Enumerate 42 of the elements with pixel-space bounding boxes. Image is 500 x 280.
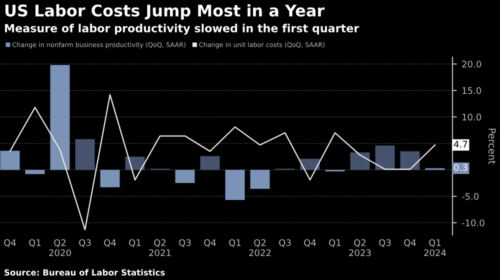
bar (225, 170, 245, 200)
line-series (9, 94, 436, 230)
y-tick-label: -10.0 (462, 219, 484, 226)
annotation: 4.7 (454, 140, 468, 148)
y-tick-label: 20.0 (462, 60, 482, 68)
x-tick-label: Q2 2022 (249, 239, 271, 256)
y-tick-label: -5.0 (462, 193, 479, 200)
chart-subtitle: Measure of labor productivity slowed in the first quarter (5, 24, 360, 35)
x-tick-label: Q4 (404, 239, 416, 248)
y-tick-label: 10.0 (462, 114, 482, 120)
chart-title: US Labor Costs Jump Most in a Year (5, 4, 325, 20)
bar (75, 139, 95, 170)
x-tick-label: Q1 (129, 239, 141, 248)
bar (400, 151, 420, 170)
x-tick-label: Q4 (204, 239, 216, 248)
x-tick-label: Q4 (304, 239, 316, 248)
x-tick-label: Q2 2021 (149, 239, 171, 256)
x-tick-label: Q3 (279, 239, 291, 248)
bar (50, 65, 70, 170)
bar (100, 170, 120, 188)
x-tick-label: Q4 (104, 239, 116, 248)
source-note: Source: Bureau of Labor Statistics (4, 269, 165, 276)
bar (0, 150, 20, 170)
bar (350, 152, 370, 170)
x-tick-label: Q2 2020 (49, 239, 71, 256)
x-tick-label: Q3 (79, 239, 91, 248)
x-tick-label: Q1 2024 (424, 239, 446, 256)
y-tick-label: 15.0 (462, 87, 482, 94)
x-tick-label: Q1 (29, 239, 41, 248)
x-tick-label: Q2 2023 (349, 239, 371, 256)
x-tick-label: Q1 (229, 239, 241, 248)
bar (175, 170, 195, 184)
bar (250, 170, 270, 189)
x-tick-label: Q3 (379, 239, 391, 248)
bar (200, 156, 220, 170)
x-tick-label: Q1 (329, 239, 341, 248)
x-tick-label: Q3 (179, 239, 191, 248)
bar (25, 170, 45, 174)
bar (375, 145, 395, 170)
annotation: 0.3 (454, 164, 468, 171)
x-tick-label: Q4 (4, 239, 16, 248)
y-axis-title: Percent (488, 128, 496, 164)
